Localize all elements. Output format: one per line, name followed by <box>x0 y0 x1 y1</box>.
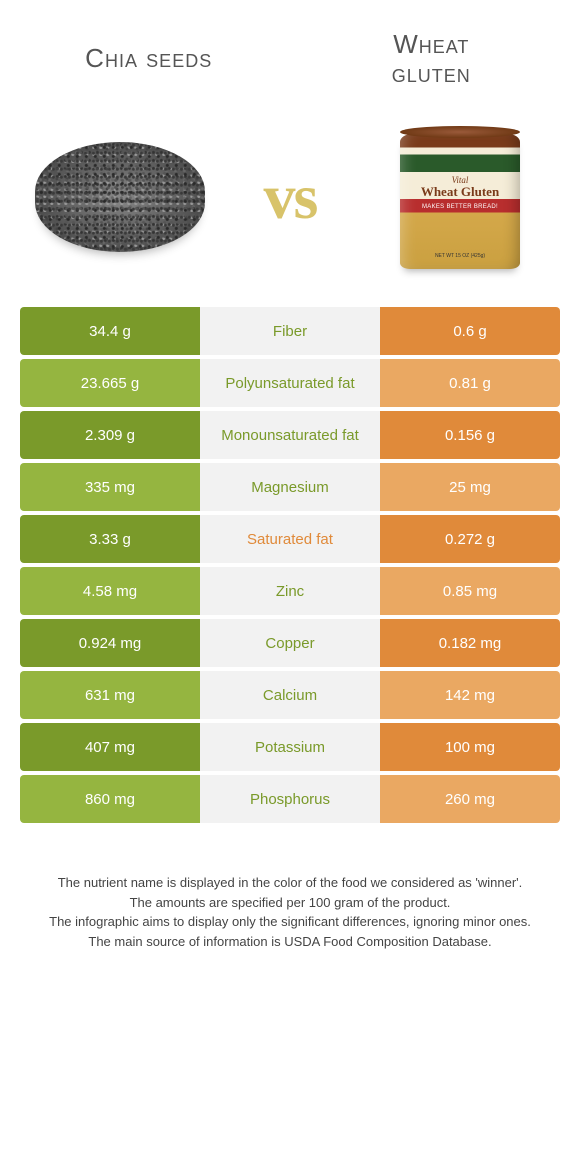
gluten-image: Vital Wheat Gluten MAKES BETTER BREAD! N… <box>370 122 550 272</box>
comparison-table: 34.4 gFiber0.6 g23.665 gPolyunsaturated … <box>20 307 560 823</box>
table-row: 4.58 mgZinc0.85 mg <box>20 567 560 615</box>
can-net: NET WT 15 OZ (425g) <box>400 253 520 259</box>
nutrient-label: Potassium <box>200 723 380 771</box>
value-left: 407 mg <box>20 723 200 771</box>
value-right: 0.81 g <box>380 359 560 407</box>
nutrient-label: Calcium <box>200 671 380 719</box>
footnotes: The nutrient name is displayed in the co… <box>30 873 550 951</box>
title-left: Chia seeds <box>40 43 257 74</box>
value-left: 23.665 g <box>20 359 200 407</box>
footnote-line: The nutrient name is displayed in the co… <box>30 873 550 893</box>
table-row: 3.33 gSaturated fat0.272 g <box>20 515 560 563</box>
nutrient-label: Zinc <box>200 567 380 615</box>
table-row: 860 mgPhosphorus260 mg <box>20 775 560 823</box>
nutrient-label: Saturated fat <box>200 515 380 563</box>
value-right: 25 mg <box>380 463 560 511</box>
footnote-line: The amounts are specified per 100 gram o… <box>30 893 550 913</box>
value-left: 860 mg <box>20 775 200 823</box>
value-right: 0.156 g <box>380 411 560 459</box>
value-right: 0.272 g <box>380 515 560 563</box>
nutrient-label: Copper <box>200 619 380 667</box>
value-right: 0.85 mg <box>380 567 560 615</box>
wheat-gluten-can-icon: Vital Wheat Gluten MAKES BETTER BREAD! N… <box>395 122 525 272</box>
nutrient-label: Magnesium <box>200 463 380 511</box>
title-right-line1: Wheat <box>393 29 469 59</box>
nutrient-label: Phosphorus <box>200 775 380 823</box>
hero-row: vs Vital Wheat Gluten MAKES BETTER BREAD… <box>0 97 580 307</box>
vs-label: vs <box>264 160 317 234</box>
value-right: 0.6 g <box>380 307 560 355</box>
value-left: 2.309 g <box>20 411 200 459</box>
value-right: 260 mg <box>380 775 560 823</box>
value-right: 0.182 mg <box>380 619 560 667</box>
value-right: 142 mg <box>380 671 560 719</box>
table-row: 407 mgPotassium100 mg <box>20 723 560 771</box>
value-left: 0.924 mg <box>20 619 200 667</box>
value-left: 335 mg <box>20 463 200 511</box>
table-row: 0.924 mgCopper0.182 mg <box>20 619 560 667</box>
footnote-line: The infographic aims to display only the… <box>30 912 550 932</box>
value-left: 3.33 g <box>20 515 200 563</box>
title-right-line2: gluten <box>392 58 471 88</box>
value-right: 100 mg <box>380 723 560 771</box>
value-left: 631 mg <box>20 671 200 719</box>
table-row: 335 mgMagnesium25 mg <box>20 463 560 511</box>
chia-image <box>30 122 210 272</box>
footnote-line: The main source of information is USDA F… <box>30 932 550 952</box>
chia-seeds-icon <box>35 142 205 252</box>
table-row: 23.665 gPolyunsaturated fat0.81 g <box>20 359 560 407</box>
table-row: 2.309 gMonounsaturated fat0.156 g <box>20 411 560 459</box>
value-left: 4.58 mg <box>20 567 200 615</box>
nutrient-label: Fiber <box>200 307 380 355</box>
can-name: Wheat Gluten <box>400 185 520 198</box>
table-row: 631 mgCalcium142 mg <box>20 671 560 719</box>
title-row: Chia seeds Wheat gluten <box>0 0 580 97</box>
nutrient-label: Polyunsaturated fat <box>200 359 380 407</box>
nutrient-label: Monounsaturated fat <box>200 411 380 459</box>
title-right: Wheat gluten <box>323 30 540 87</box>
value-left: 34.4 g <box>20 307 200 355</box>
can-tagline: MAKES BETTER BREAD! <box>400 204 520 210</box>
table-row: 34.4 gFiber0.6 g <box>20 307 560 355</box>
